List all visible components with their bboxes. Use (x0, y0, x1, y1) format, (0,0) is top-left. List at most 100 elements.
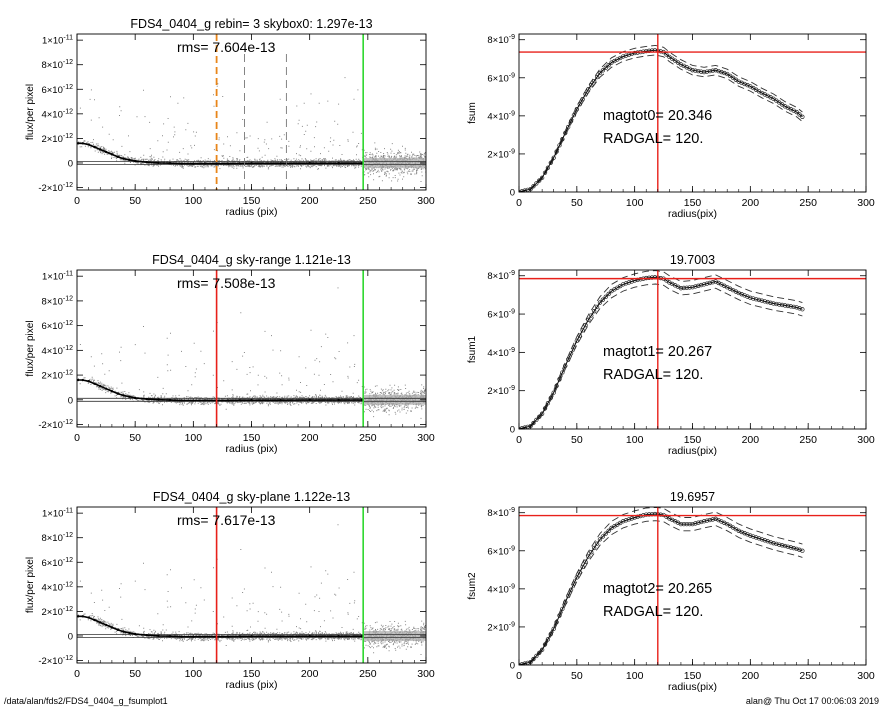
fsum-point (600, 297, 606, 302)
fsum-point (589, 83, 594, 88)
x-tick-label: 300 (417, 432, 435, 444)
fsum-point (632, 50, 637, 56)
fsum-point (594, 304, 600, 310)
x-tick-label: 150 (684, 197, 702, 209)
fsum-point (571, 581, 577, 586)
fsum-point (531, 184, 536, 189)
profile-point (77, 615, 80, 618)
footer-timestamp: alan@ Thu Oct 17 00:06:03 2019 (745, 696, 879, 706)
profile-point (215, 162, 218, 165)
fsum-point (623, 53, 629, 58)
fsum-point (699, 519, 704, 525)
profile-point (227, 399, 230, 402)
fsum-point (580, 97, 585, 102)
y-tick-label: 0 (510, 661, 515, 672)
y-tick-label: 4×10-9 (487, 347, 515, 359)
fsum-point (777, 100, 782, 105)
rms-annotation: rms= 7.617e-13 (177, 512, 276, 528)
rms-annotation: rms= 7.604e-13 (177, 39, 276, 55)
fsum-point (534, 417, 539, 423)
chart-title: FDS4_0404_g rebin= 3 skybox0: 1.297e-13 (130, 17, 372, 31)
profile-point (308, 162, 311, 165)
fsum-point (797, 547, 802, 552)
x-axis-label: radius(pix) (668, 208, 717, 220)
fsum-point (563, 363, 568, 368)
fsum-point (522, 425, 527, 429)
x-tick-label: 0 (516, 434, 522, 446)
fsum-point (594, 541, 600, 546)
fsum-point (670, 56, 675, 61)
fsum-point (539, 411, 545, 416)
profile-point (180, 399, 183, 402)
profile-point (99, 148, 102, 151)
fsum-point (696, 283, 701, 288)
fsum-point (768, 540, 773, 545)
fsum-point (542, 406, 548, 411)
fsum-point (771, 541, 776, 546)
profile-point (192, 399, 195, 402)
profile-point (133, 396, 137, 400)
profile-point (337, 635, 340, 638)
fsum-point (759, 298, 765, 303)
fsum-point (696, 520, 701, 525)
profile-point (180, 162, 183, 165)
y-tick-label: 2×10-12 (41, 606, 73, 618)
fsum-point (777, 302, 782, 307)
fsum-point (704, 281, 710, 286)
fsum-point (603, 65, 608, 70)
x-tick-label: 250 (799, 434, 817, 446)
y-tick-label: 4×10-12 (41, 345, 73, 357)
y-tick-label: 2×10-9 (487, 148, 515, 160)
fsum-point (748, 533, 753, 538)
fsum-point (586, 317, 591, 322)
y-tick-label: 8×10-9 (487, 270, 515, 282)
fsum-point (571, 344, 577, 350)
y-tick-label: 6×10-9 (487, 309, 515, 321)
x-tick-label: 150 (684, 434, 702, 446)
chart-left3: rms= 7.617e-13 0 50 100 150 200 250 300 -2×10-12… (25, 490, 435, 691)
fsum-point (568, 351, 574, 356)
fsum-upper-envelope (519, 44, 803, 192)
x-axis-label: radius (pix) (226, 443, 278, 455)
radgal-annotation: RADGAL= 120. (603, 367, 703, 383)
fsum-point (646, 275, 652, 280)
profile-point (157, 161, 160, 165)
fsum-point (699, 69, 704, 74)
fsum-point (779, 543, 785, 548)
fsum-point (583, 322, 588, 328)
fsum-point (583, 92, 588, 97)
fsum-point (681, 521, 686, 527)
fsum-point (600, 68, 606, 73)
fsum-point (782, 303, 788, 308)
fsum-point (522, 188, 527, 192)
fsum-point (545, 637, 551, 642)
chart-title: 19.6957 (670, 490, 715, 504)
footer-file-path: /data/alan/fds2/FDS4_0404_g_fsumplot1 (4, 696, 168, 706)
profile-point (116, 155, 119, 159)
fsum-point (519, 662, 525, 665)
fsum-point (751, 534, 756, 539)
fsum-point (762, 538, 767, 543)
x-tick-label: 0 (516, 197, 522, 209)
fsum-point (542, 170, 548, 175)
fsum-point (693, 521, 698, 526)
profile-point (168, 398, 172, 402)
fsum-point (539, 175, 545, 180)
fsum-point (545, 165, 551, 170)
fsum-point (800, 307, 805, 312)
fsum-point (606, 63, 611, 68)
y-tick-label: 4×10-9 (487, 110, 515, 122)
y-tick-label: 4×10-12 (41, 581, 73, 593)
profile-point (122, 630, 125, 633)
fsum-point (768, 300, 773, 305)
profile-point (157, 634, 160, 638)
fsum-point (542, 642, 548, 647)
fsum-point (577, 102, 582, 107)
y-axis-label: flux/per pixel (25, 557, 36, 613)
fsum-point (568, 587, 574, 592)
y-tick-label: 8×10-9 (487, 507, 515, 519)
fsum-point (716, 68, 721, 74)
chart-right3: magtot2= 20.265 RADGAL= 120. 0 50 100 150 200 2… (467, 490, 875, 693)
fsum-point (537, 650, 542, 656)
